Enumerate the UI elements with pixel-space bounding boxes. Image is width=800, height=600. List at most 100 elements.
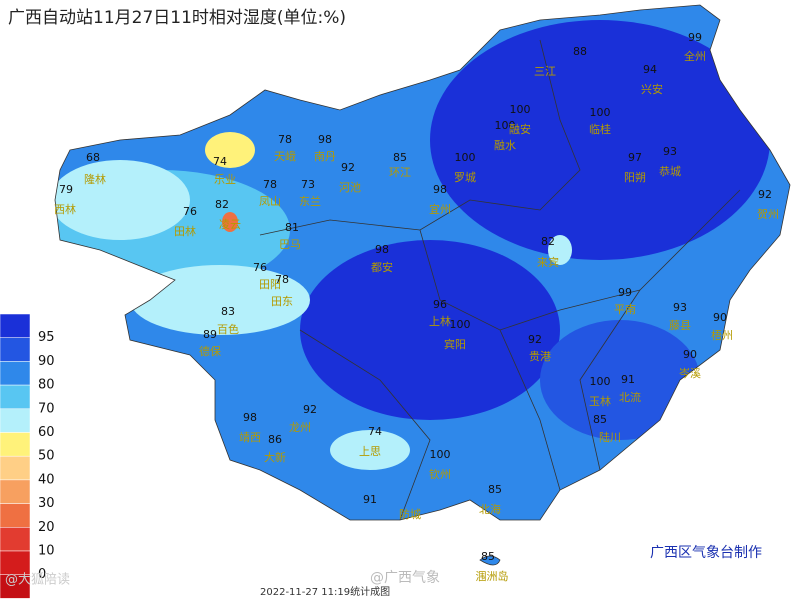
legend-swatch [0, 574, 31, 599]
station-name: 兴安 [641, 82, 663, 96]
station-name: 百色 [217, 322, 239, 336]
station-value: 88 [573, 45, 587, 58]
legend-swatch [0, 432, 31, 457]
legend-swatch [0, 550, 31, 575]
station-name: 融安 [509, 122, 531, 136]
station-value: 74 [213, 155, 227, 168]
station-value: 93 [673, 301, 687, 314]
station-name: 涠洲岛 [476, 569, 509, 583]
station-name: 罗城 [454, 171, 476, 184]
legend-label: 10 [38, 544, 55, 559]
legend-swatch [0, 361, 31, 386]
station-value: 78 [278, 133, 292, 146]
station-name: 贵港 [529, 350, 551, 363]
station-name: 德保 [199, 344, 221, 358]
station-name: 三江 [534, 65, 556, 78]
station-value: 97 [628, 151, 642, 164]
legend-label: 50 [38, 449, 55, 464]
station-value: 98 [433, 183, 447, 196]
station-value: 90 [683, 348, 697, 361]
station-name: 陆川 [599, 430, 621, 444]
station-value: 100 [450, 318, 471, 331]
island [479, 555, 501, 566]
legend-swatch [0, 527, 31, 552]
station-value: 91 [621, 373, 635, 386]
station-name: 河池 [339, 181, 361, 194]
station-name: 钦州 [429, 468, 451, 481]
station-value: 73 [301, 178, 315, 191]
legend-swatch [0, 503, 31, 528]
legend-swatch [0, 455, 31, 481]
station-name: 都安 [371, 260, 393, 274]
station-value: 98 [318, 133, 332, 146]
station-value: 99 [618, 286, 632, 299]
station-name: 北流 [619, 390, 641, 404]
station-value: 76 [253, 261, 267, 274]
legend-label: 60 [38, 425, 55, 440]
station-value: 83 [221, 305, 235, 318]
station-name: 来宾 [537, 255, 559, 269]
station-value: 85 [481, 550, 495, 563]
station-name: 大新 [264, 450, 286, 464]
legend-swatch [0, 313, 31, 338]
station-name: 隆林 [84, 172, 106, 186]
station-name: 南丹 [314, 150, 336, 163]
legend-label: 30 [38, 496, 55, 511]
legend: 95 90 80 70 60 50 40 30 20 10 0 [0, 313, 55, 599]
stations: 68 隆林 79 西林 76 田林 74 乐业 78 天峨 98 南丹 78 凤山 73 东兰 82 凌云 81 巴马… [54, 31, 779, 583]
station-value: 79 [59, 183, 73, 196]
station-name: 凤山 [259, 195, 281, 208]
station-name: 贺州 [757, 208, 779, 221]
station-value: 85 [593, 413, 607, 426]
station-name: 田东 [271, 295, 293, 308]
station-value: 98 [375, 243, 389, 256]
station-name: 临桂 [589, 122, 611, 136]
borders [54, 4, 791, 521]
station-value: 98 [243, 411, 257, 424]
station-name: 玉林 [589, 394, 611, 408]
station-value: 76 [183, 205, 197, 218]
watermark: @广西气象 [370, 570, 440, 586]
station-value: 100 [430, 448, 451, 461]
station-name: 巴马 [279, 238, 301, 251]
station-value: 100 [510, 103, 531, 116]
station-name: 东兰 [299, 195, 321, 208]
station-name: 西林 [54, 202, 76, 216]
station-value: 92 [758, 188, 772, 201]
station-name: 靖西 [239, 431, 261, 444]
station-value: 85 [393, 151, 407, 164]
station-name: 阳朔 [624, 171, 646, 184]
station-name: 田阳 [259, 278, 281, 291]
legend-label: 80 [38, 378, 55, 393]
station-value: 89 [203, 328, 217, 341]
station-name: 全州 [684, 49, 706, 63]
legend-swatch [0, 384, 31, 410]
legend-label: 90 [38, 354, 55, 369]
station-value: 100 [590, 106, 611, 119]
station-value: 78 [275, 273, 289, 286]
credit: 广西区气象台制作 [650, 545, 762, 561]
station-name: 平南 [614, 303, 636, 316]
station-name: 融水 [494, 139, 516, 152]
station-value: 96 [433, 298, 447, 311]
station-value: 100 [455, 151, 476, 164]
legend-label: 20 [38, 520, 55, 535]
station-name: 梧州 [711, 328, 733, 342]
station-name: 上思 [359, 445, 381, 458]
station-value: 85 [488, 483, 502, 496]
station-value: 82 [215, 198, 229, 211]
legend-label: 40 [38, 472, 55, 487]
station-value: 100 [590, 375, 611, 388]
station-name: 恭城 [659, 165, 681, 178]
station-value: 94 [643, 63, 657, 76]
station-name: 环江 [389, 166, 411, 179]
station-value: 100 [495, 119, 516, 132]
station-value: 90 [713, 311, 727, 324]
station-value: 86 [268, 433, 282, 446]
legend-label: 70 [38, 401, 55, 416]
station-name: 宜州 [429, 202, 451, 216]
station-name: 防城 [399, 507, 421, 521]
station-value: 91 [363, 493, 377, 506]
station-value: 68 [86, 151, 100, 164]
